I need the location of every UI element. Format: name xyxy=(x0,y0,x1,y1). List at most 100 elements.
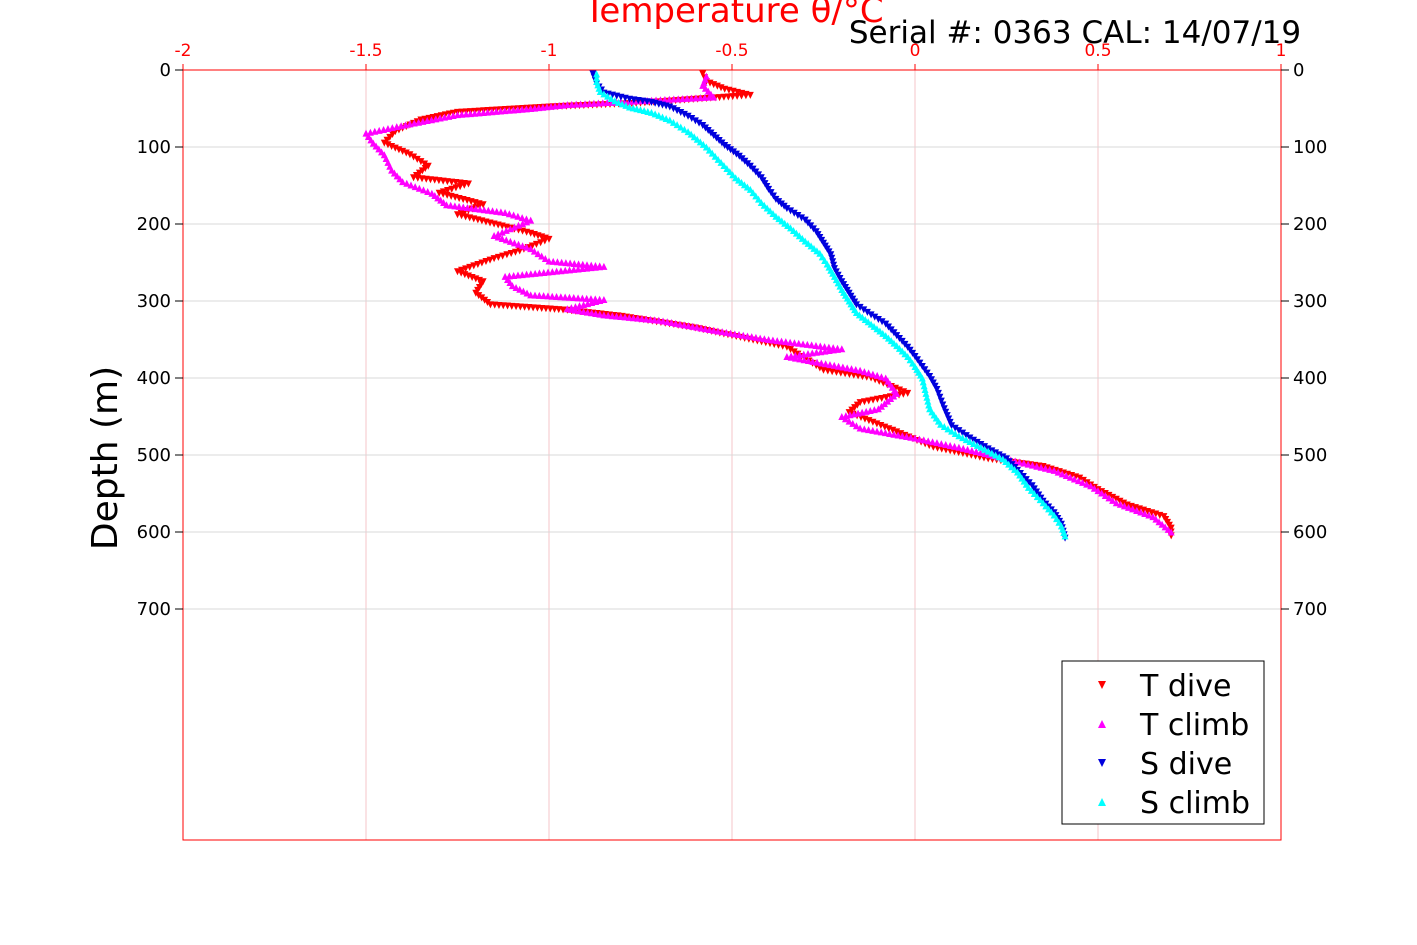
t-climb-point xyxy=(852,422,860,430)
t-dive-point xyxy=(421,165,429,173)
s-climb-point xyxy=(693,135,701,143)
t-climb-point xyxy=(874,405,882,413)
t-climb-point xyxy=(1152,515,1160,523)
s-dive-point xyxy=(860,306,868,314)
s-climb-point xyxy=(861,315,869,323)
y-tick-label-left: 500 xyxy=(137,445,171,466)
t-dive-point xyxy=(1076,474,1084,482)
t-dive-point xyxy=(418,167,426,175)
s-climb-point xyxy=(687,130,695,138)
s-dive-point xyxy=(724,144,732,152)
s-climb-point xyxy=(740,181,748,189)
legend-marker-t-dive xyxy=(1098,681,1106,689)
s-climb-point xyxy=(593,78,601,86)
s-dive-point xyxy=(673,107,681,115)
legend-label-s-climb: S climb xyxy=(1140,786,1250,821)
t-dive-point xyxy=(484,299,492,307)
s-climb-point xyxy=(962,436,970,444)
t-dive-point xyxy=(1116,497,1124,505)
s-dive-point xyxy=(856,303,864,311)
y-tick-label-right: 700 xyxy=(1293,599,1327,620)
s-climb-point xyxy=(677,123,685,131)
s-climb-point xyxy=(882,332,890,340)
t-climb-point xyxy=(538,252,546,260)
t-climb-point xyxy=(1161,523,1169,531)
legend-marker-s-climb xyxy=(1098,798,1106,806)
s-climb-point xyxy=(738,178,746,186)
s-climb-point xyxy=(669,118,677,126)
t-climb-point xyxy=(1101,491,1109,499)
s-dive-point xyxy=(691,117,699,125)
s-dive-point xyxy=(695,119,703,127)
t-dive-point xyxy=(410,153,418,161)
x-tick-marks xyxy=(182,64,1282,70)
y-tick-label-right: 0 xyxy=(1293,60,1304,81)
s-climb-point xyxy=(778,217,786,225)
s-climb-point xyxy=(743,183,751,191)
s-climb-point xyxy=(684,128,692,136)
t-climb-point xyxy=(443,201,451,209)
s-dive-point xyxy=(787,207,795,215)
s-dive-point xyxy=(962,432,970,440)
s-dive-point xyxy=(934,389,942,397)
t-climb-point xyxy=(1094,487,1102,495)
t-climb-point xyxy=(890,392,898,400)
t-dive-point xyxy=(481,296,489,304)
s-dive-point xyxy=(666,103,674,111)
t-climb-point xyxy=(384,158,392,166)
s-dive-point xyxy=(790,209,798,217)
s-climb-point xyxy=(926,405,934,413)
s-climb-point xyxy=(867,320,875,328)
s-dive-point xyxy=(783,205,791,213)
x-tick-label: -1.5 xyxy=(349,41,382,61)
s-dive-point xyxy=(680,110,688,118)
s-dive-point xyxy=(677,109,685,117)
legend-box xyxy=(1061,660,1265,825)
t-climb-point xyxy=(437,196,445,204)
s-climb-point xyxy=(919,378,927,386)
legend-marker-s-dive xyxy=(1098,759,1106,767)
t-climb-point xyxy=(1109,496,1117,504)
s-climb-point xyxy=(981,445,989,453)
s-climb-point xyxy=(992,451,1000,459)
s-climb-point xyxy=(611,97,619,105)
y-tick-label-right: 400 xyxy=(1293,368,1327,389)
s-climb-point xyxy=(699,140,707,148)
x-tick-label: 1 xyxy=(1276,41,1287,61)
s-climb-point xyxy=(879,329,887,337)
t-dive-point xyxy=(472,289,480,297)
s-dive-point xyxy=(794,212,802,220)
y-tick-label-left: 0 xyxy=(160,60,171,81)
y-tick-label-left: 100 xyxy=(137,137,171,158)
t-dive-point xyxy=(475,292,483,300)
t-climb-point xyxy=(512,283,520,291)
t-dive-point xyxy=(787,346,795,354)
s-climb-point xyxy=(680,125,688,133)
t-climb-point xyxy=(877,402,885,410)
t-climb-point xyxy=(382,155,390,163)
s-dive-point xyxy=(721,141,729,149)
s-dive-point xyxy=(948,422,956,430)
t-climb-point xyxy=(1164,525,1172,533)
t-dive-point xyxy=(413,155,421,163)
s-climb-point xyxy=(1055,518,1063,526)
t-dive-point xyxy=(790,348,798,356)
t-climb-point xyxy=(523,289,531,297)
t-climb-point xyxy=(845,417,853,425)
s-climb-point xyxy=(690,133,698,141)
t-climb-point xyxy=(440,198,448,206)
s-climb-point xyxy=(1053,515,1061,523)
y-tick-label-right: 500 xyxy=(1293,445,1327,466)
x-tick-label: -1 xyxy=(541,41,558,61)
s-climb-point xyxy=(604,92,612,100)
s-climb-point xyxy=(940,423,948,431)
s-dive-point xyxy=(959,429,967,437)
legend-marker-t-climb xyxy=(1098,720,1106,728)
s-dive-point xyxy=(955,427,963,435)
y-tick-label-left: 400 xyxy=(137,368,171,389)
t-climb-point xyxy=(434,194,442,202)
t-climb-point xyxy=(881,400,888,408)
s-dive-point xyxy=(937,397,945,405)
t-climb-point xyxy=(1098,489,1106,497)
